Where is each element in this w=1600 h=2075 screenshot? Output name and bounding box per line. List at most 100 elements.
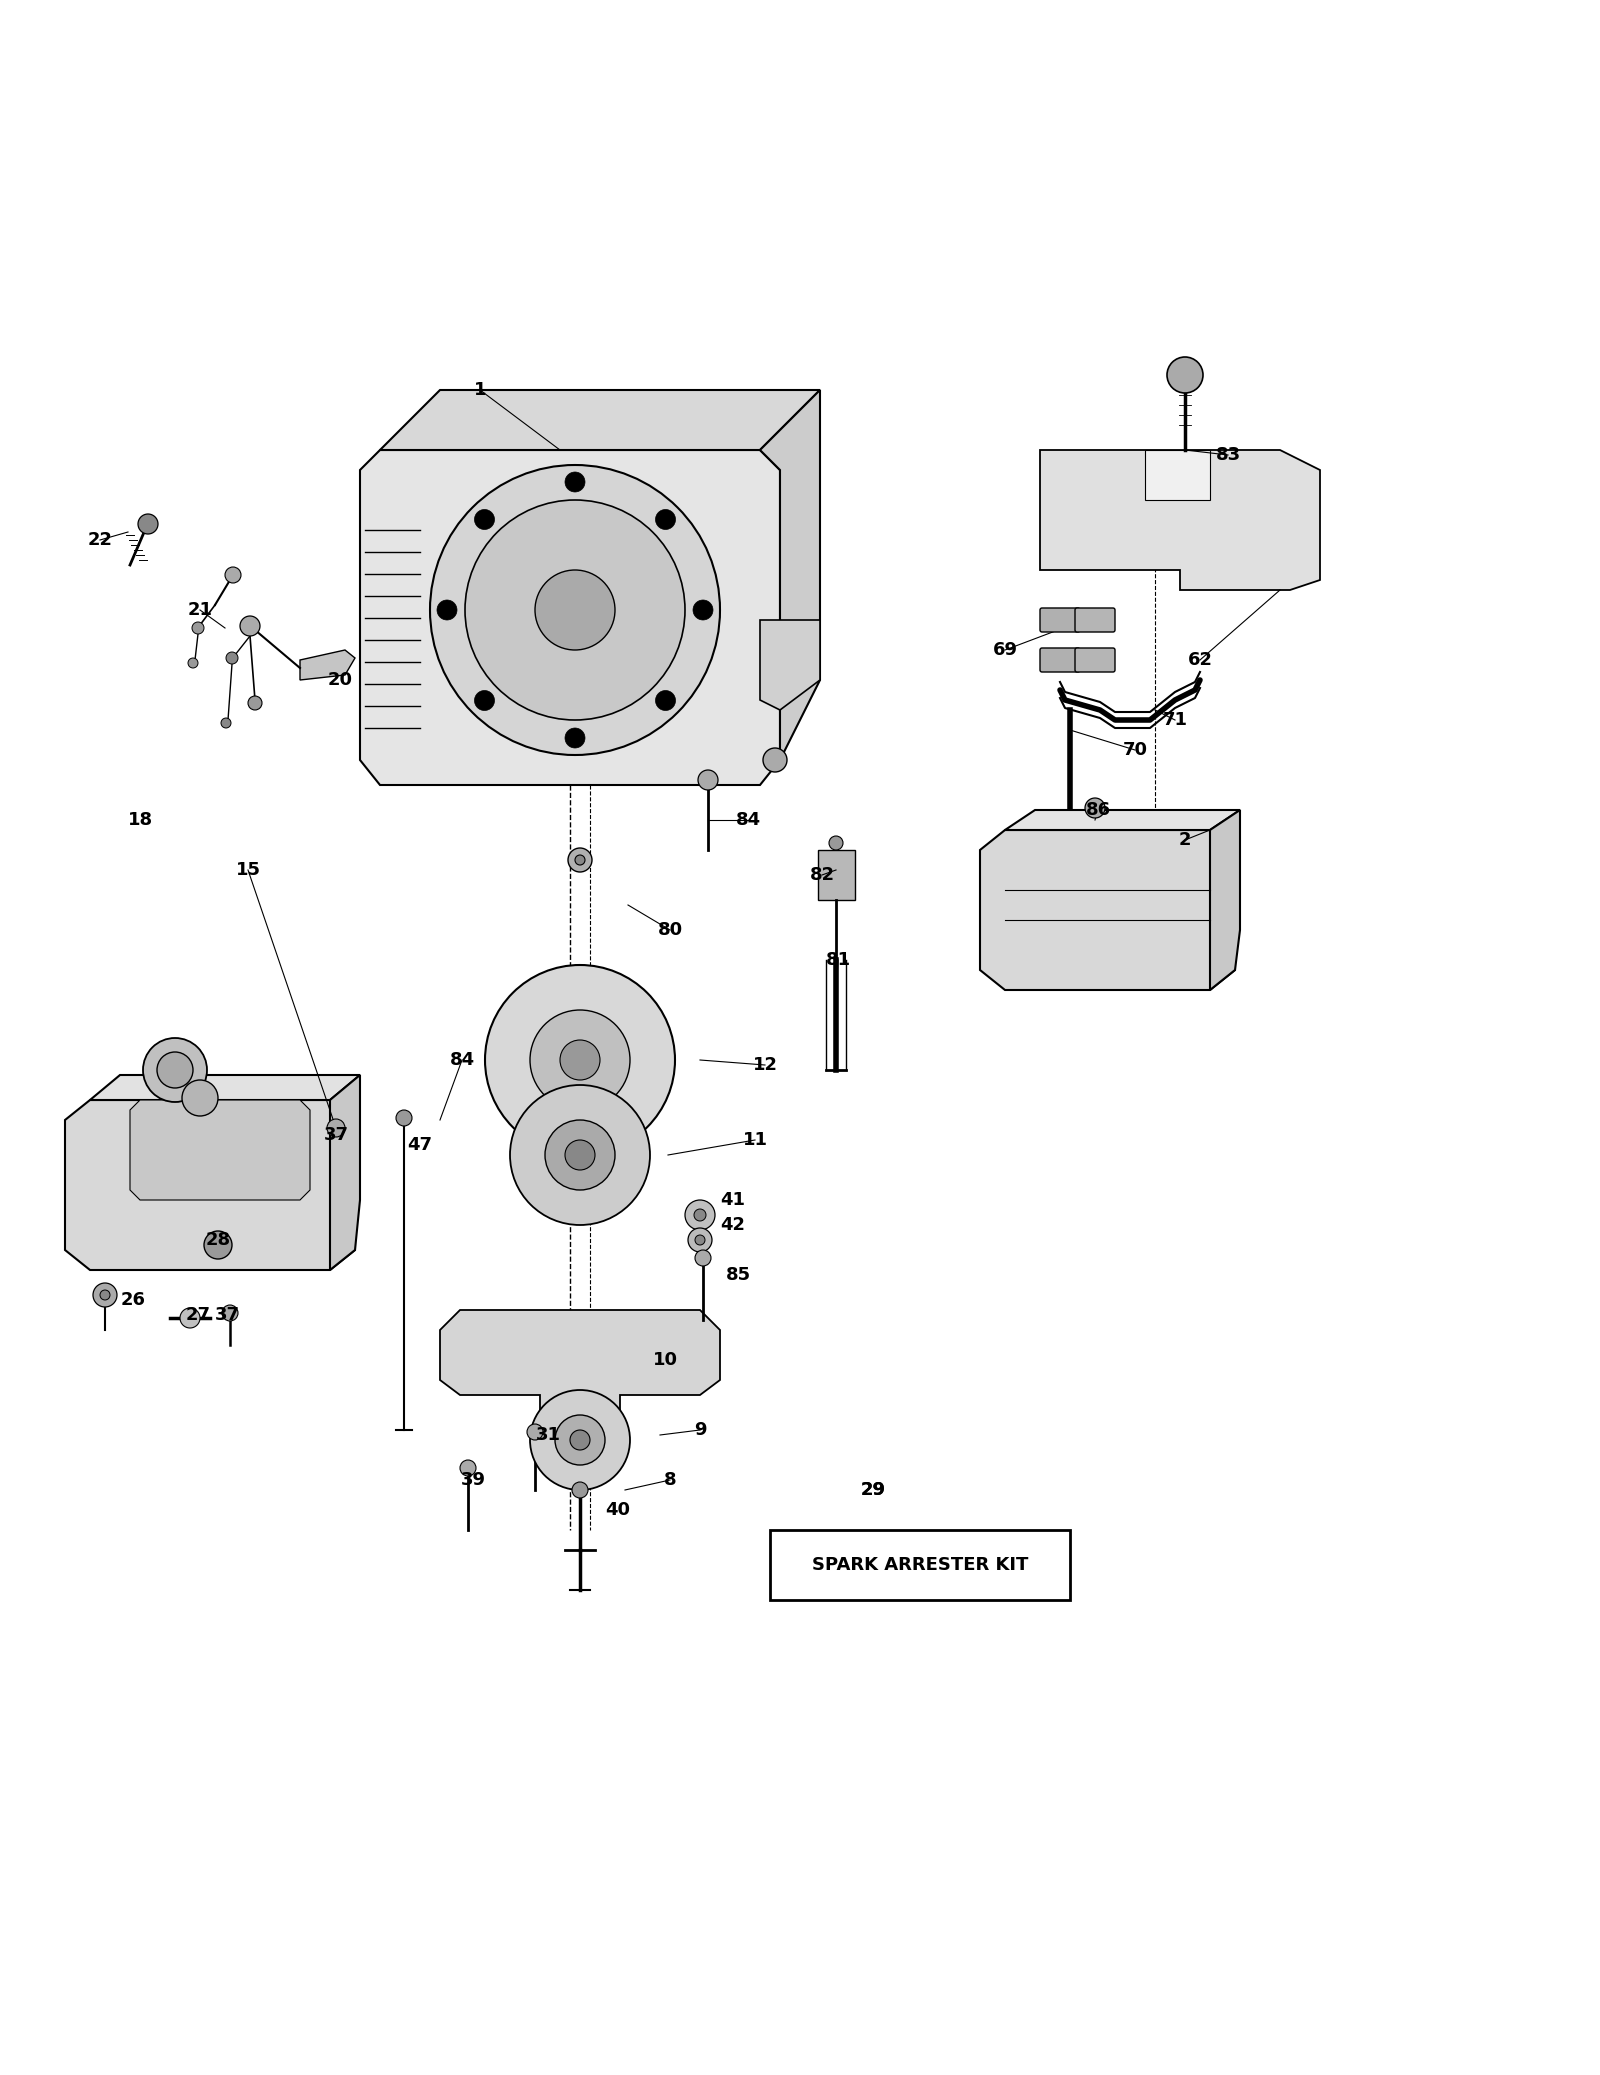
Polygon shape — [818, 851, 854, 901]
Text: 1: 1 — [474, 382, 486, 398]
Circle shape — [685, 1199, 715, 1230]
Polygon shape — [1040, 450, 1320, 589]
Text: 21: 21 — [187, 602, 213, 618]
Text: 12: 12 — [752, 1056, 778, 1075]
Polygon shape — [381, 390, 819, 450]
Circle shape — [461, 1461, 477, 1475]
Circle shape — [466, 500, 685, 720]
Polygon shape — [66, 1100, 355, 1270]
Circle shape — [570, 1430, 590, 1450]
Circle shape — [99, 1291, 110, 1301]
Text: 15: 15 — [235, 861, 261, 880]
Text: 37: 37 — [214, 1305, 240, 1324]
Circle shape — [192, 622, 205, 635]
Circle shape — [510, 1085, 650, 1224]
Circle shape — [485, 965, 675, 1156]
Polygon shape — [979, 830, 1235, 990]
Circle shape — [534, 571, 614, 649]
FancyBboxPatch shape — [1040, 608, 1080, 633]
Circle shape — [829, 836, 843, 851]
Circle shape — [656, 691, 675, 710]
Text: 83: 83 — [1216, 446, 1240, 465]
Polygon shape — [301, 649, 355, 681]
Circle shape — [93, 1282, 117, 1307]
Circle shape — [530, 1011, 630, 1110]
Circle shape — [226, 566, 242, 583]
Text: 18: 18 — [128, 811, 152, 830]
Polygon shape — [440, 1309, 720, 1415]
Circle shape — [326, 1118, 346, 1137]
Text: 41: 41 — [720, 1191, 746, 1210]
Circle shape — [656, 510, 675, 529]
Text: 47: 47 — [408, 1135, 432, 1154]
Text: 31: 31 — [536, 1426, 560, 1444]
Text: 27: 27 — [186, 1305, 211, 1324]
Circle shape — [182, 1079, 218, 1116]
Text: 11: 11 — [742, 1131, 768, 1150]
Circle shape — [530, 1390, 630, 1490]
Circle shape — [568, 849, 592, 872]
Circle shape — [205, 1230, 232, 1260]
Text: 69: 69 — [992, 641, 1018, 660]
Circle shape — [694, 1210, 706, 1220]
Circle shape — [694, 1249, 710, 1266]
Circle shape — [222, 1305, 238, 1322]
Text: 28: 28 — [205, 1230, 230, 1249]
Circle shape — [142, 1038, 206, 1102]
Text: 85: 85 — [725, 1266, 750, 1284]
Text: 82: 82 — [810, 865, 835, 884]
Text: 29: 29 — [861, 1482, 885, 1498]
Circle shape — [565, 1139, 595, 1170]
Text: 20: 20 — [328, 670, 352, 689]
Circle shape — [560, 1040, 600, 1079]
Circle shape — [138, 515, 158, 533]
Circle shape — [693, 600, 714, 620]
Circle shape — [546, 1120, 614, 1189]
Circle shape — [475, 510, 494, 529]
Polygon shape — [330, 1075, 360, 1270]
Circle shape — [430, 465, 720, 755]
Circle shape — [226, 652, 238, 664]
Polygon shape — [130, 1100, 310, 1199]
Text: 84: 84 — [736, 811, 760, 830]
Circle shape — [574, 855, 586, 865]
Text: 8: 8 — [664, 1471, 677, 1490]
Polygon shape — [1210, 809, 1240, 990]
Circle shape — [189, 658, 198, 668]
Circle shape — [397, 1110, 413, 1127]
Text: 80: 80 — [658, 921, 683, 940]
Text: SPARK ARRESTER KIT: SPARK ARRESTER KIT — [811, 1556, 1029, 1575]
FancyBboxPatch shape — [1075, 647, 1115, 672]
Circle shape — [573, 1482, 589, 1498]
Circle shape — [565, 471, 586, 492]
Polygon shape — [1005, 809, 1240, 830]
Polygon shape — [760, 620, 819, 710]
Circle shape — [526, 1423, 542, 1440]
FancyBboxPatch shape — [1040, 647, 1080, 672]
Polygon shape — [360, 450, 781, 784]
Text: 26: 26 — [120, 1291, 146, 1309]
Text: 29: 29 — [861, 1482, 885, 1498]
Circle shape — [763, 747, 787, 772]
Circle shape — [157, 1052, 194, 1087]
Text: 37: 37 — [323, 1127, 349, 1143]
Circle shape — [688, 1228, 712, 1251]
Text: 62: 62 — [1187, 652, 1213, 668]
Circle shape — [221, 718, 230, 728]
Text: 71: 71 — [1163, 712, 1187, 728]
Bar — [770, 1529, 1070, 1600]
Circle shape — [248, 695, 262, 710]
Polygon shape — [1146, 450, 1210, 500]
Circle shape — [698, 770, 718, 791]
Circle shape — [565, 728, 586, 747]
Polygon shape — [90, 1075, 360, 1100]
Text: 10: 10 — [653, 1351, 677, 1370]
Circle shape — [555, 1415, 605, 1465]
Text: 42: 42 — [720, 1216, 746, 1235]
Text: 84: 84 — [450, 1052, 475, 1069]
Text: 39: 39 — [461, 1471, 485, 1490]
Circle shape — [694, 1235, 706, 1245]
Polygon shape — [760, 390, 819, 759]
Circle shape — [1085, 799, 1106, 818]
Text: 2: 2 — [1179, 830, 1192, 849]
